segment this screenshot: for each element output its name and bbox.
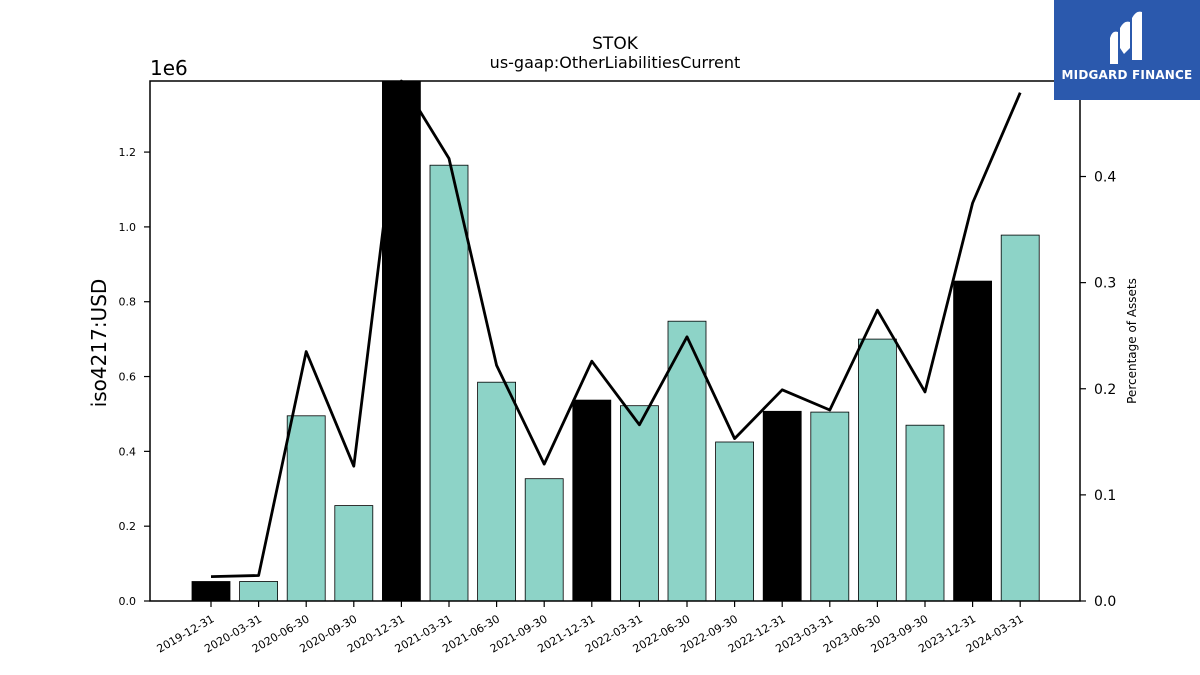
bar-2022-06-30: [667, 320, 707, 602]
bar-2023-06-30: [858, 338, 897, 602]
bar-2020-06-30: [286, 415, 326, 602]
y2-tick-group: 0.0 0.1 0.2 0.3 0.4: [1080, 170, 1116, 610]
x-tick-group: 2019-12-312020-03-312020-06-302020-09-30…: [155, 601, 1026, 656]
y2-tick-label: 0.2: [1094, 382, 1116, 398]
y-tick-label: 1.2: [119, 146, 137, 159]
bar-2020-09-30: [334, 505, 374, 602]
y2-tick-label: 0.4: [1094, 170, 1116, 186]
y2-tick-label: 0.0: [1094, 594, 1116, 610]
bar-2021-06-30: [477, 381, 517, 602]
midgard-finance-logo: MIDGARD FINANCE: [1054, 0, 1200, 100]
y-tick-group: 0.0 0.2 0.4 0.6 0.8 1.0 1.2: [119, 146, 150, 608]
y-tick-label: 0.4: [119, 445, 137, 458]
y-scale-label: 1e6: [150, 56, 188, 80]
bar-2023-09-30: [905, 424, 945, 602]
y-tick-label: 0.0: [119, 595, 137, 608]
bar-2021-12-31: [572, 399, 612, 602]
bar-group: [191, 80, 1040, 602]
bar-2023-03-31: [810, 411, 850, 602]
logo-text: MIDGARD FINANCE: [1061, 68, 1193, 82]
y2-tick-label: 0.1: [1094, 488, 1116, 504]
bar-2021-03-31: [429, 164, 469, 602]
bar-2024-03-31: [1000, 234, 1040, 602]
percent-line-group: [210, 79, 1022, 578]
y-tick-label: 0.6: [119, 371, 137, 384]
percent-of-assets-line: [210, 79, 1022, 578]
plot-frame: [149, 80, 1081, 602]
y-axis-label: iso4217:USD: [87, 279, 111, 408]
bar-2022-09-30: [715, 441, 754, 602]
logo-mark-icon: [1110, 11, 1142, 65]
chart-subtitle: us-gaap:OtherLiabilitiesCurrent: [490, 53, 741, 72]
y2-tick-label: 0.3: [1094, 276, 1116, 292]
y-tick-label: 0.8: [119, 296, 137, 309]
bar-2020-03-31: [239, 581, 279, 602]
bar-2022-12-31: [762, 410, 802, 602]
bar-2019-12-31: [191, 581, 231, 602]
y2-axis-label: Percentage of Assets: [1125, 278, 1139, 404]
chart-title: STOK: [592, 34, 639, 54]
y-tick-label: 1.0: [119, 221, 137, 234]
bar-2021-09-30: [524, 478, 564, 602]
y-tick-label: 0.2: [119, 520, 137, 533]
bar-2020-12-31: [381, 80, 421, 602]
bar-2022-03-31: [620, 405, 659, 602]
bar-2023-12-31: [953, 280, 992, 602]
